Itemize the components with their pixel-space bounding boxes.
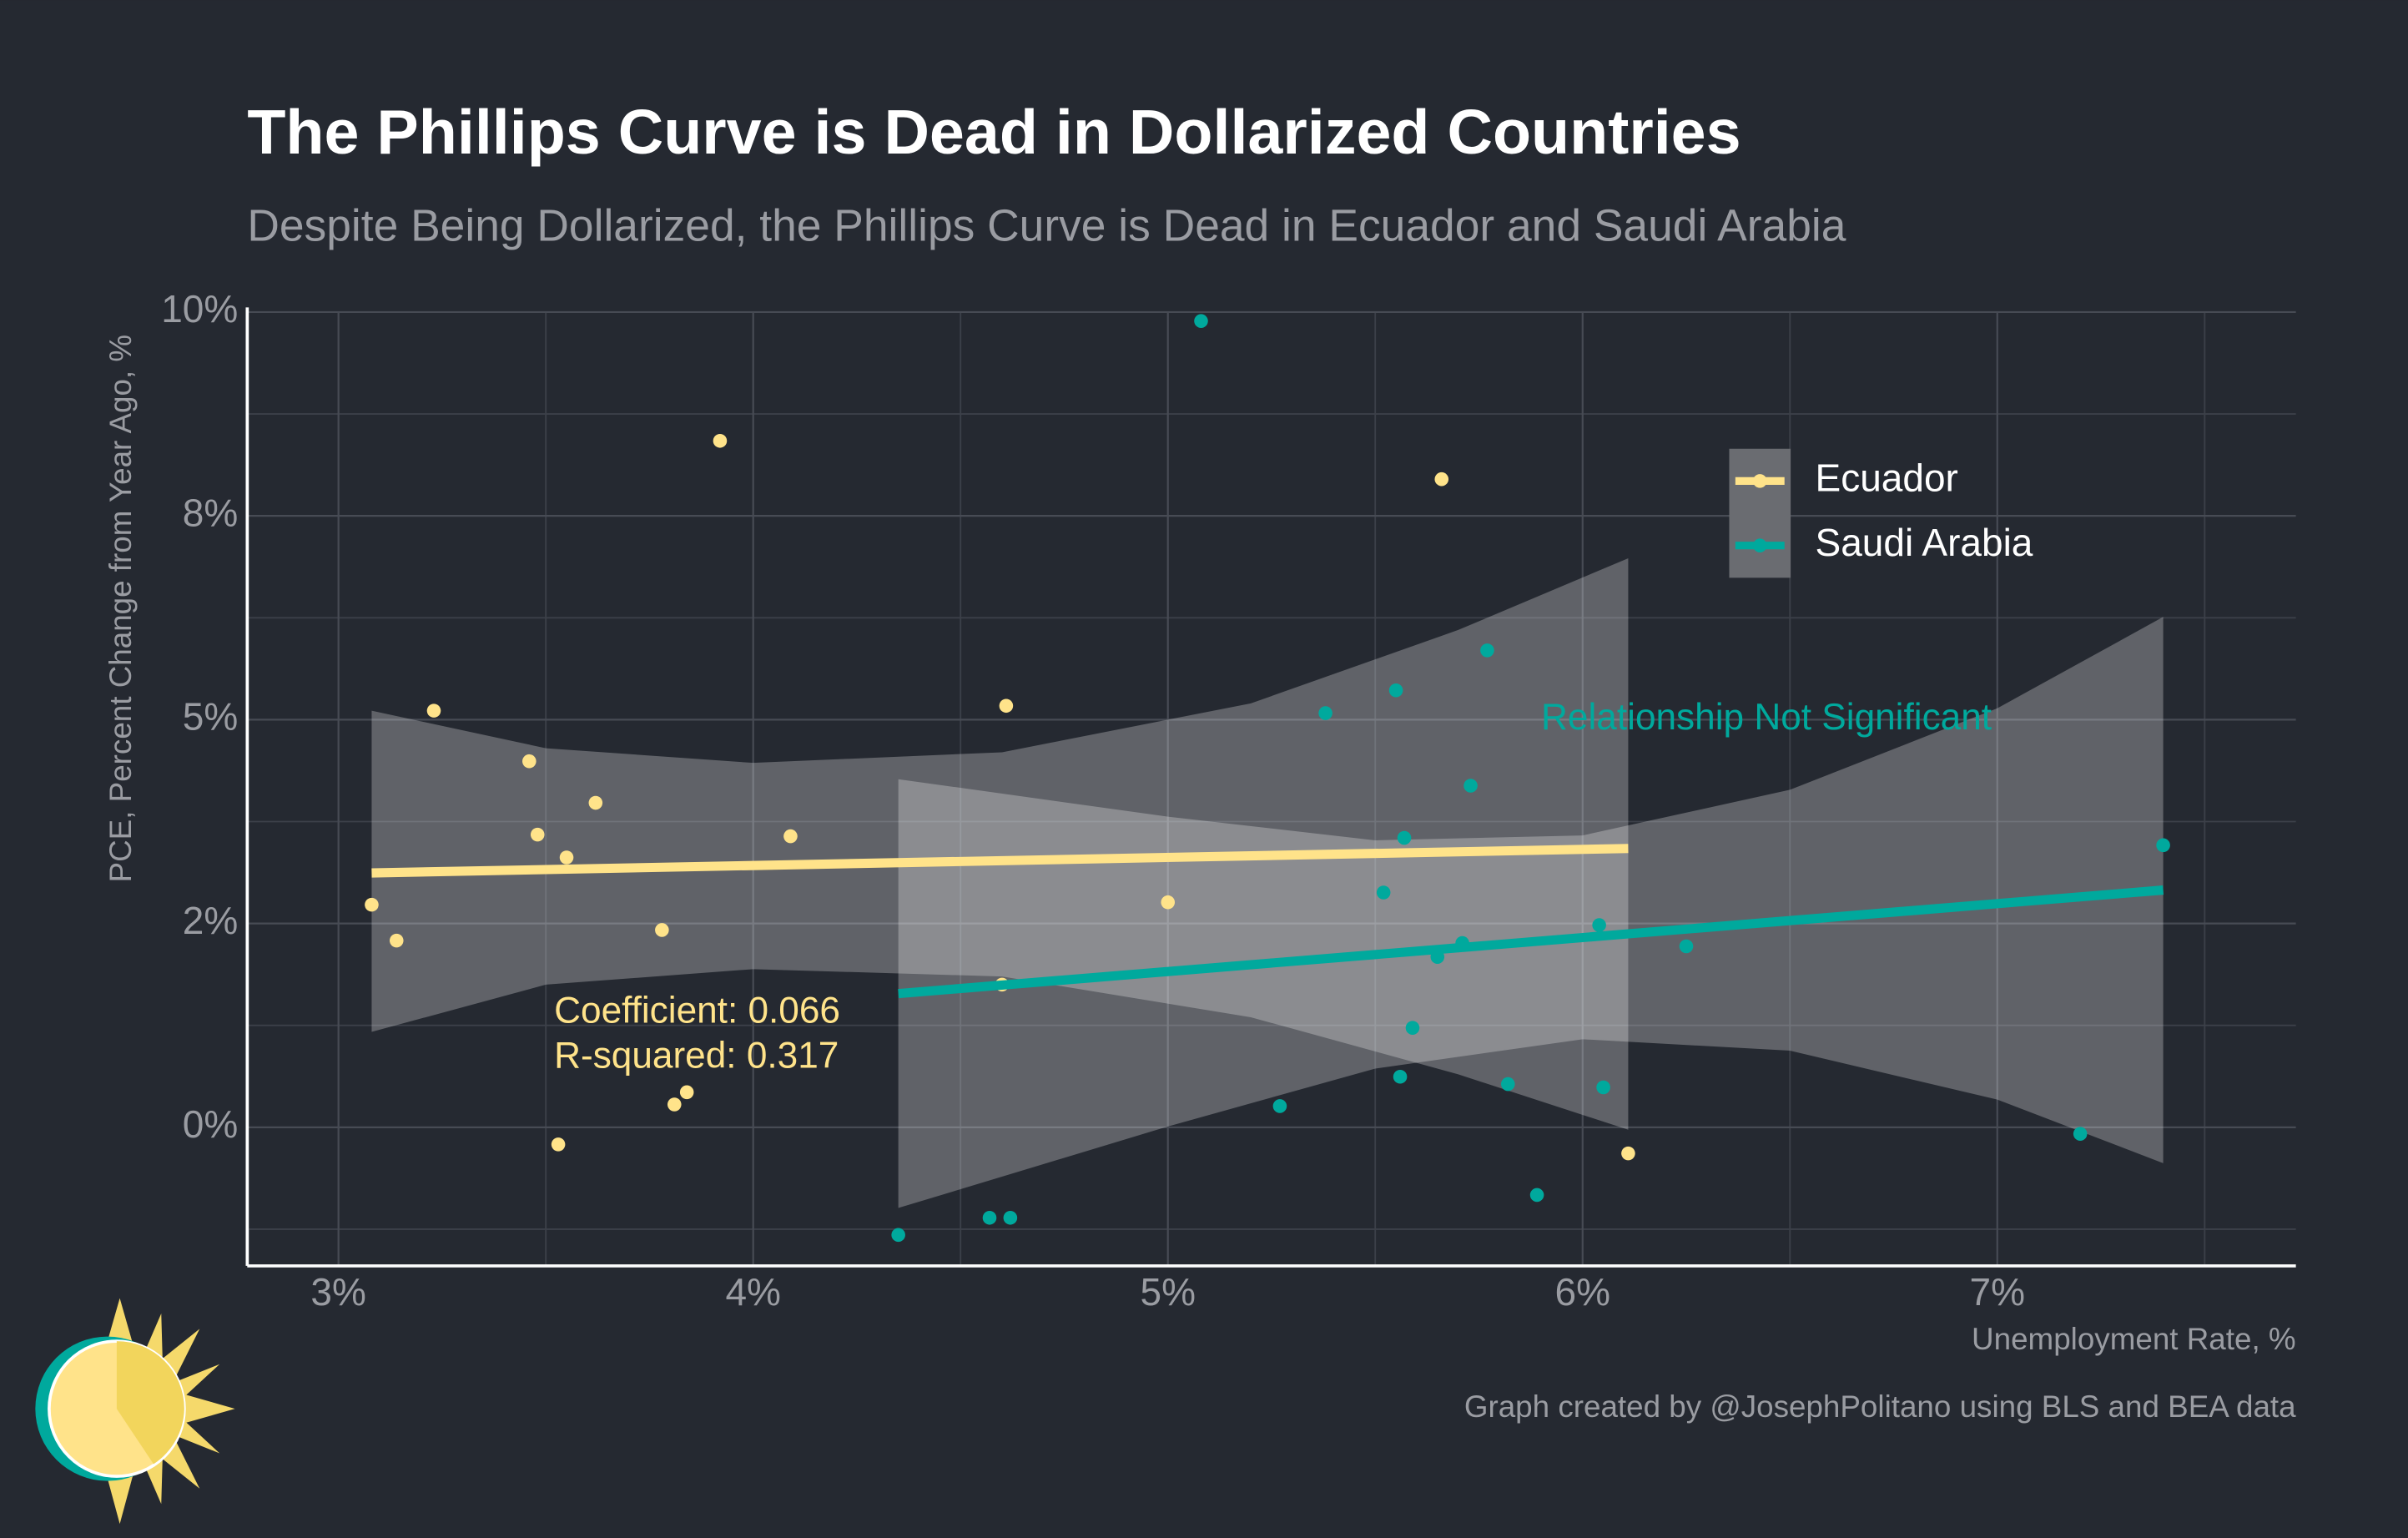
data-point — [1621, 1146, 1635, 1161]
data-point — [426, 703, 441, 718]
caption: Graph created by @JosephPolitano using B… — [1464, 1389, 2296, 1424]
annotation: Coefficient: 0.066 — [554, 991, 840, 1031]
logo — [35, 1298, 235, 1525]
data-point — [1194, 314, 1208, 328]
x-tick-label: 3% — [310, 1270, 365, 1314]
data-point — [783, 829, 798, 844]
confidence-band — [371, 557, 1629, 1130]
y-tick-label: 10% — [161, 287, 238, 330]
chart-title: The Phillips Curve is Dead in Dollarized… — [247, 97, 1741, 167]
data-point — [1501, 1077, 1515, 1092]
data-point — [982, 1211, 997, 1225]
data-point — [999, 698, 1014, 714]
data-point — [530, 827, 545, 842]
data-point — [1405, 1021, 1420, 1035]
data-point — [588, 795, 603, 810]
data-point — [1434, 471, 1449, 487]
data-point — [1003, 1211, 1018, 1225]
data-point — [551, 1137, 566, 1152]
data-point — [389, 933, 404, 948]
x-axis-title: Unemployment Rate, % — [1972, 1322, 2296, 1356]
chart-subtitle: Despite Being Dollarized, the Phillips C… — [247, 202, 1846, 251]
data-point — [679, 1085, 694, 1100]
data-point — [522, 754, 537, 769]
data-point — [1393, 1069, 1408, 1084]
data-point — [559, 850, 574, 865]
legend-swatch-point — [1753, 538, 1767, 552]
x-tick-label: 4% — [725, 1270, 780, 1314]
confidence-band — [898, 617, 2164, 1208]
annotation: R-squared: 0.317 — [554, 1035, 839, 1076]
data-point — [1592, 918, 1606, 932]
legend-key-background — [1729, 448, 1791, 578]
y-tick-label: 8% — [183, 491, 238, 534]
y-tick-label: 0% — [183, 1102, 238, 1146]
x-tick-label: 5% — [1140, 1270, 1195, 1314]
data-point — [667, 1097, 682, 1112]
data-point — [713, 434, 728, 448]
data-point — [1463, 779, 1478, 793]
data-point — [1318, 706, 1332, 720]
fit-line — [898, 885, 2164, 999]
y-tick-label: 2% — [183, 899, 238, 942]
legend-label: Saudi Arabia — [1816, 521, 2033, 564]
data-point — [1679, 939, 1694, 954]
data-point — [365, 897, 379, 912]
y-axis-title: PCE, Percent Change from Year Ago, % — [103, 335, 138, 883]
data-point — [1529, 1188, 1544, 1203]
data-point — [1161, 895, 1176, 910]
data-point — [2073, 1127, 2088, 1141]
data-point — [1376, 885, 1391, 900]
x-tick-label: 7% — [1970, 1270, 2025, 1314]
data-point — [655, 923, 669, 937]
legend-label: Ecuador — [1816, 456, 1958, 500]
legend-swatch-point — [1753, 474, 1767, 488]
data-point — [1397, 830, 1412, 845]
y-tick-label: 5% — [183, 695, 238, 739]
annotation: Relationship Not Significant — [1541, 697, 1992, 738]
data-point — [1388, 683, 1403, 698]
data-point — [1596, 1080, 1610, 1095]
data-point — [2156, 838, 2170, 853]
data-point — [891, 1228, 905, 1243]
x-tick-label: 6% — [1555, 1270, 1610, 1314]
data-point — [1272, 1099, 1287, 1113]
fit-line — [371, 844, 1629, 878]
data-point — [1480, 643, 1494, 658]
